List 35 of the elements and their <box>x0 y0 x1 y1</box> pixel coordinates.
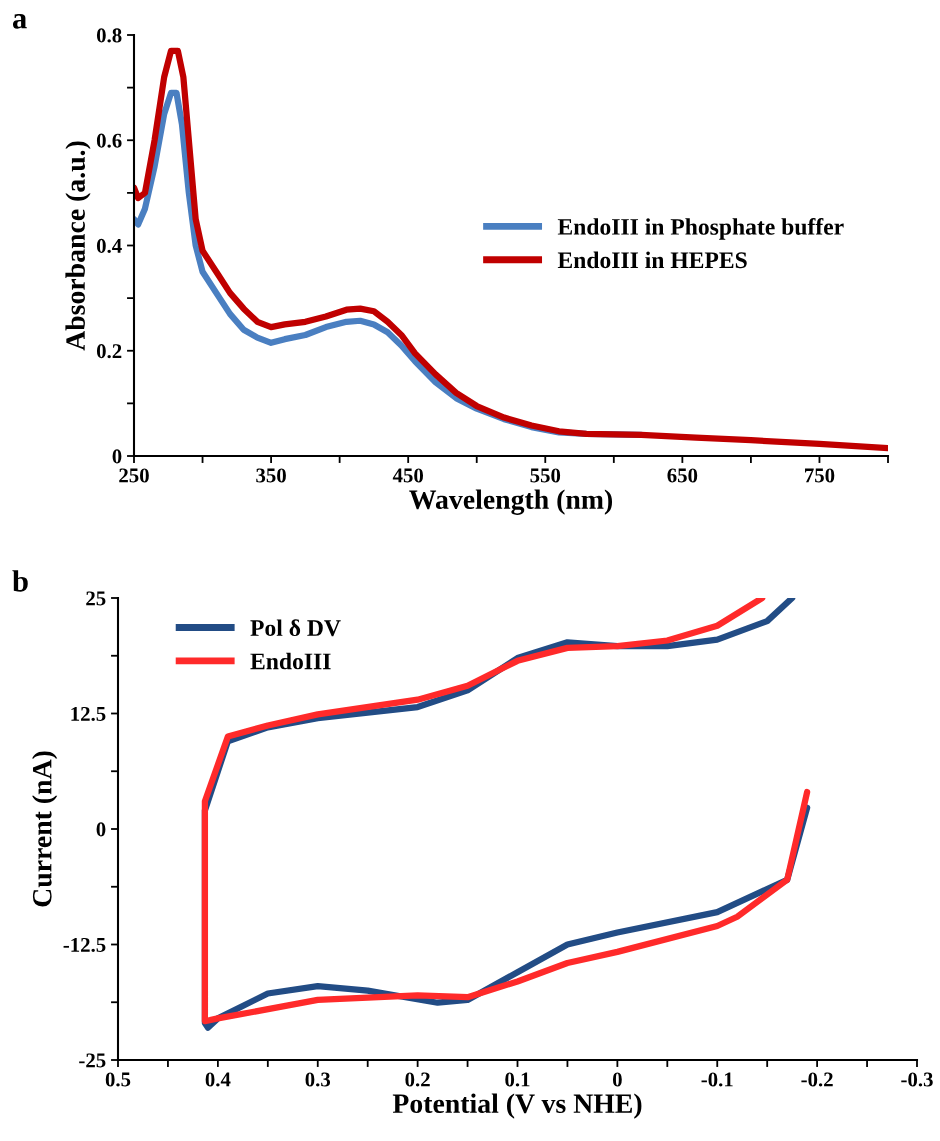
y-tick-label: 0.8 <box>96 28 122 43</box>
legend-label: EndoIII <box>250 652 331 670</box>
x-tick-label: 250 <box>119 468 149 483</box>
x-tick-label: 350 <box>256 468 286 483</box>
x-tick-label: -0.2 <box>801 1072 833 1087</box>
x-tick-label: 0.4 <box>205 1072 231 1087</box>
y-tick-label: 0.2 <box>96 344 122 359</box>
text: b <box>12 570 28 592</box>
x-tick-label: 0.1 <box>505 1072 530 1087</box>
y-tick-label: -12.5 <box>63 937 106 953</box>
legend-label: EndoIII in HEPES <box>557 251 747 269</box>
x-tick-label: 0.5 <box>105 1072 131 1087</box>
x-tick-label: 0.3 <box>305 1072 331 1087</box>
y-tick-label: 0.6 <box>96 133 122 148</box>
x-tick-label: 650 <box>667 468 698 483</box>
x-tick-label: 0.2 <box>405 1072 430 1087</box>
legend-label: EndoIII in Phosphate buffer <box>557 217 844 240</box>
x-tick-label: 0 <box>612 1072 622 1087</box>
x-tick-label: -0.1 <box>701 1072 733 1087</box>
y-tick-label: 0 <box>112 449 122 464</box>
y-axis-title: Absorbance (a.u.) <box>65 141 91 351</box>
x-tick-label: 550 <box>530 468 561 483</box>
y-tick-label: 12.5 <box>71 706 106 722</box>
y-tick-label: -25 <box>79 1053 106 1068</box>
y-tick-label: 0.4 <box>96 238 122 254</box>
legend-label: Pol δ DV <box>250 619 341 637</box>
x-axis-title: Wavelength (nm) <box>409 489 613 515</box>
y-axis-title: Current (nA) <box>32 751 58 907</box>
x-tick-label: 750 <box>805 468 835 483</box>
y-tick-label: 0 <box>96 822 106 837</box>
x-tick-label: -0.3 <box>901 1072 933 1087</box>
text: a <box>12 14 27 29</box>
y-tick-label: 25 <box>86 591 106 606</box>
x-axis-title: Potential (V vs NHE) <box>392 1093 642 1119</box>
x-tick-label: 450 <box>392 468 424 483</box>
